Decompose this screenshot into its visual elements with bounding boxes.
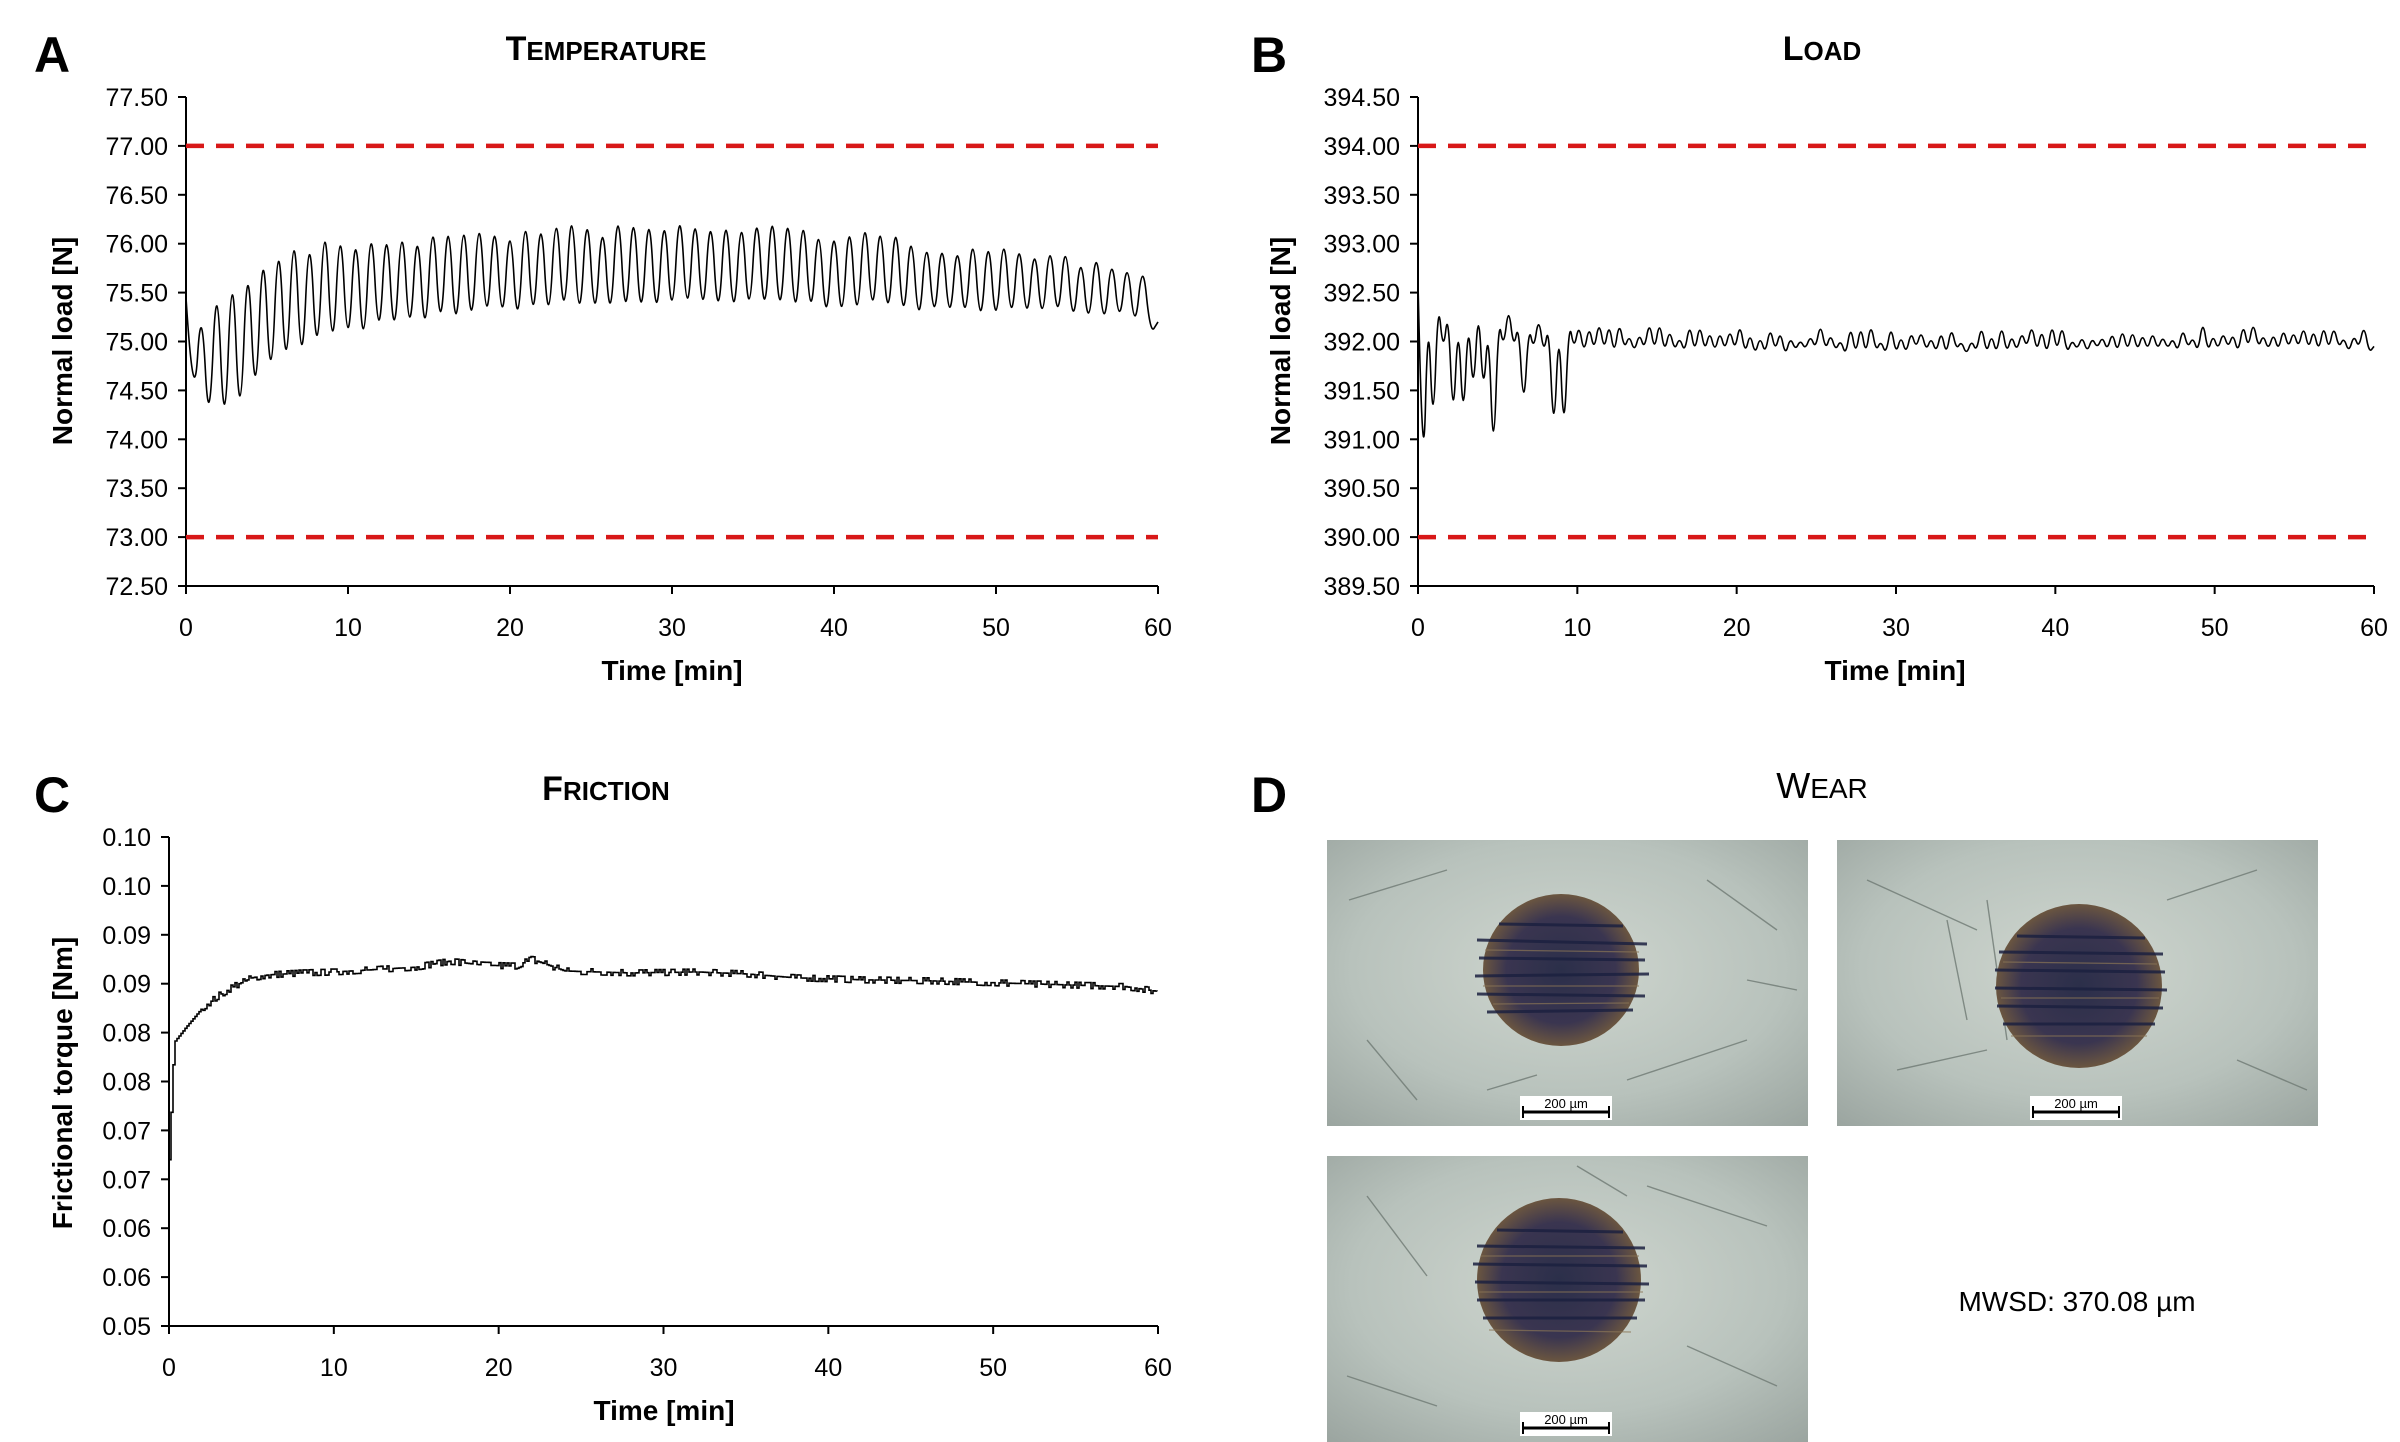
y-tick-label: 75.00 (105, 329, 168, 357)
x-axis-ticks: 0 10 20 30 40 50 60 (162, 1326, 1172, 1382)
y-tick-label: 391.00 (1324, 426, 1400, 454)
y-tick-label: 0.08 (102, 1020, 151, 1048)
series-line (169, 955, 1158, 1161)
y-tick-label: 73.00 (105, 524, 168, 552)
x-tick-label: 50 (2201, 614, 2229, 642)
y-tick-label: 0.07 (102, 1117, 151, 1145)
panel-letter-b: B (1251, 27, 1287, 83)
wear-image-3: 200 µm (1327, 1156, 1808, 1442)
mwsd-value: MWSD: 370.08 µm (1958, 1286, 2195, 1317)
y-tick-label: 393.00 (1324, 231, 1400, 259)
panel-title-b: LOAD (1783, 30, 1862, 68)
y-tick-label: 0.07 (102, 1166, 151, 1194)
x-axis-ticks: 0 10 20 30 40 50 60 (179, 586, 1172, 642)
x-tick-label: 0 (179, 614, 193, 642)
x-tick-label: 10 (320, 1354, 348, 1382)
y-tick-label: 72.50 (105, 573, 168, 601)
x-tick-label: 10 (334, 614, 362, 642)
panel-title-a: TEMPERATURE (506, 30, 707, 68)
panel-letter-c: C (34, 767, 70, 823)
y-tick-label: 0.10 (102, 873, 151, 901)
y-tick-label: 0.10 (102, 824, 151, 852)
y-tick-label: 394.00 (1324, 133, 1400, 161)
x-tick-label: 30 (658, 614, 686, 642)
x-tick-label: 60 (1144, 614, 1172, 642)
scale-bar-label: 200 µm (1544, 1096, 1588, 1111)
wear-image-1: 200 µm (1327, 840, 1808, 1126)
y-tick-label: 74.00 (105, 426, 168, 454)
panel-letter-d: D (1251, 767, 1287, 823)
series (169, 955, 1158, 1161)
x-tick-label: 0 (162, 1354, 176, 1382)
y-tick-label: 0.09 (102, 971, 151, 999)
y-tick-label: 391.50 (1324, 377, 1400, 405)
y-tick-label: 394.50 (1324, 84, 1400, 112)
panel-b: B LOAD 389.50 390.00 390.50 391.00 391.50 392… (1251, 27, 2388, 686)
y-tick-label: 0.05 (102, 1313, 151, 1341)
series (185, 225, 1159, 405)
y-tick-label: 393.50 (1324, 182, 1400, 210)
x-tick-label: 0 (1411, 614, 1425, 642)
y-tick-label: 390.00 (1324, 524, 1400, 552)
panel-title-d: WEAR (1776, 765, 1868, 806)
x-tick-label: 50 (982, 614, 1010, 642)
panel-d: D WEAR 200 µm (1251, 765, 2318, 1442)
x-tick-label: 60 (2360, 614, 2388, 642)
y-tick-label: 0.06 (102, 1264, 151, 1292)
panel-a: A TEMPERATURE 72.5073.0073.5074.0074.507… (34, 27, 1172, 686)
wear-image-2: 200 µm (1837, 840, 2318, 1126)
series-line (185, 225, 1159, 405)
y-axis-ticks: 389.50 390.00 390.50 391.00 391.50 392.00 392.… (1324, 84, 1418, 601)
x-tick-label: 20 (496, 614, 524, 642)
x-tick-label: 40 (814, 1354, 842, 1382)
y-tick-label: 77.00 (105, 133, 168, 161)
scale-bar-label: 200 µm (2054, 1096, 2098, 1111)
x-axis-label: Time [min] (601, 655, 742, 686)
x-tick-label: 40 (2041, 614, 2069, 642)
panel-c: C FRICTION 0.050.060.060.070.070.080.080… (34, 767, 1172, 1426)
y-tick-label: 76.00 (105, 231, 168, 259)
y-axis-label: Normal load [N] (47, 237, 78, 445)
panel-letter-a: A (34, 27, 70, 83)
y-tick-label: 389.50 (1324, 573, 1400, 601)
x-axis-label: Time [min] (593, 1395, 734, 1426)
x-tick-label: 20 (485, 1354, 513, 1382)
series-line (1417, 282, 2375, 438)
y-tick-label: 0.08 (102, 1069, 151, 1097)
panel-title-c: FRICTION (542, 770, 670, 808)
y-axis-ticks: 72.50 73.00 73.50 74.00 74.50 75.00 75.50 76.00… (105, 84, 186, 601)
y-tick-label: 390.50 (1324, 475, 1400, 503)
y-axis-label: Normal load [N] (1265, 237, 1296, 445)
x-axis-label: Time [min] (1824, 655, 1965, 686)
limit-lines (186, 143, 1158, 540)
y-tick-label: 75.50 (105, 280, 168, 308)
x-tick-label: 30 (1882, 614, 1910, 642)
y-tick-label: 76.50 (105, 182, 168, 210)
x-axis-ticks: 0 10 20 30 40 50 60 (1411, 586, 2388, 642)
y-tick-label: 0.06 (102, 1215, 151, 1243)
x-tick-label: 60 (1144, 1354, 1172, 1382)
x-tick-label: 50 (979, 1354, 1007, 1382)
y-tick-label: 74.50 (105, 377, 168, 405)
y-tick-label: 392.00 (1324, 329, 1400, 357)
series (1417, 282, 2375, 438)
x-tick-label: 20 (1723, 614, 1751, 642)
x-tick-label: 10 (1563, 614, 1591, 642)
limit-lines (1418, 143, 2374, 540)
x-tick-label: 40 (820, 614, 848, 642)
x-tick-label: 30 (650, 1354, 678, 1382)
y-axis-label: Frictional torque [Nm] (47, 937, 78, 1229)
y-tick-label: 73.50 (105, 475, 168, 503)
y-tick-label: 0.09 (102, 922, 151, 950)
y-axis-ticks: 0.05 0.06 0.06 0.07 0.07 0.08 0.08 0.09 0.09 0.10… (102, 824, 169, 1341)
scale-bar-label: 200 µm (1544, 1412, 1588, 1427)
y-tick-label: 77.50 (105, 84, 168, 112)
y-tick-label: 392.50 (1324, 280, 1400, 308)
